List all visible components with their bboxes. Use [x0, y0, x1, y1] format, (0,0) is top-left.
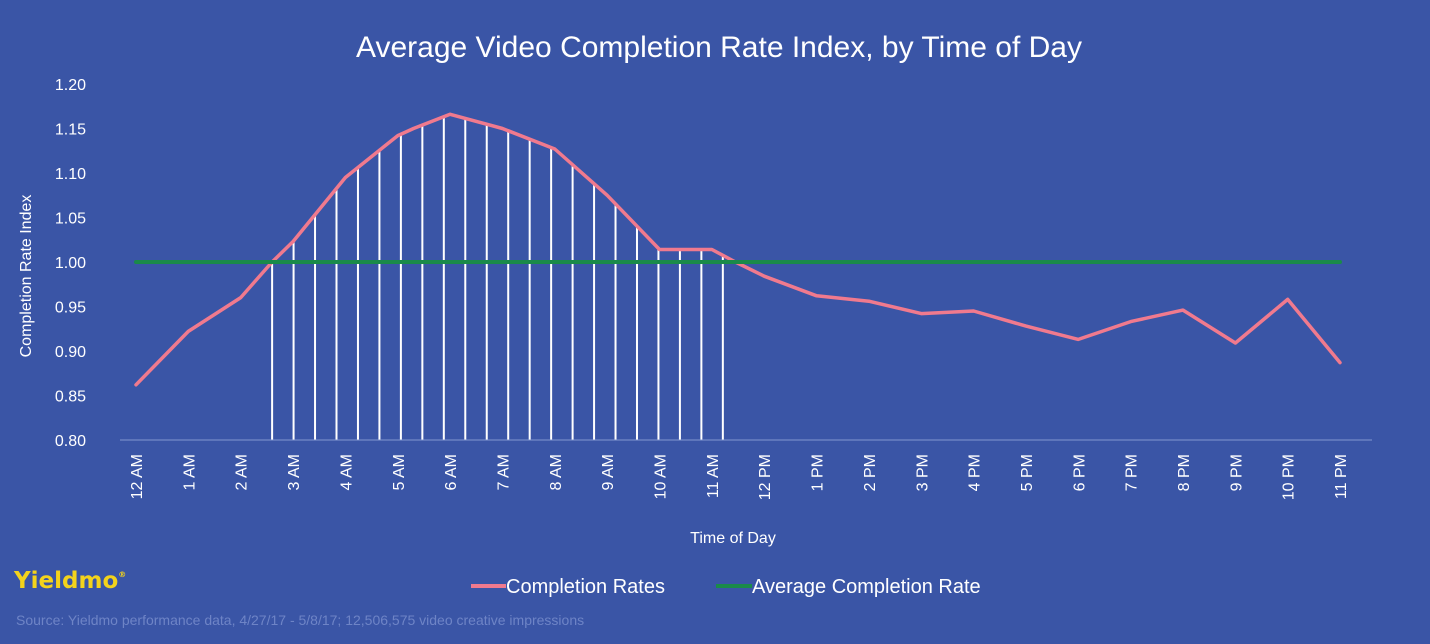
x-tick-label: 2 PM: [862, 454, 879, 491]
x-tick-label: 3 AM: [286, 454, 303, 490]
x-tick-label: 7 AM: [495, 454, 512, 490]
source-note: Source: Yieldmo performance data, 4/27/1…: [16, 612, 585, 628]
x-tick-label: 10 PM: [1281, 454, 1298, 500]
x-tick-label: 7 PM: [1124, 454, 1141, 491]
y-tick-label: 1.20: [55, 77, 86, 94]
x-axis-title: Time of Day: [690, 530, 776, 547]
x-tick-label: 10 AM: [653, 454, 670, 499]
y-axis-title: Completion Rate Index: [18, 195, 35, 358]
x-tick-label: 4 AM: [338, 454, 355, 490]
y-tick-label: 0.85: [55, 389, 86, 406]
chart-title: Average Video Completion Rate Index, by …: [356, 31, 1082, 64]
y-tick-label: 1.10: [55, 166, 86, 183]
brand-registered-mark: ®: [118, 570, 127, 579]
x-tick-label: 1 PM: [810, 454, 827, 491]
y-tick-label: 1.15: [55, 122, 86, 139]
legend-label-average-rate: Average Completion Rate: [752, 576, 981, 598]
x-tick-label: 6 PM: [1071, 454, 1088, 491]
x-tick-label: 3 PM: [914, 454, 931, 491]
highlight-hatch: [271, 116, 724, 440]
x-tick-label: 9 PM: [1228, 454, 1245, 491]
brand-name: Yieldmo: [14, 568, 119, 594]
y-tick-label: 1.00: [55, 255, 86, 272]
x-tick-label: 8 PM: [1176, 454, 1193, 491]
y-tick-label: 0.95: [55, 300, 86, 317]
axes: 0.80 0.85 0.90 0.95 1.00 1.05 1.10 1.15 1.20 12 A…: [55, 77, 1372, 500]
x-tick-label: 11 AM: [705, 454, 722, 498]
legend: Completion Rates Average Completion Rate: [471, 576, 981, 598]
y-tick-label: 0.80: [55, 433, 86, 450]
x-tick-label: 6 AM: [443, 454, 460, 490]
series-line-completion-rates: [134, 112, 1342, 387]
x-tick-label: 12 PM: [757, 454, 774, 500]
x-tick-label: 1 AM: [181, 454, 198, 490]
x-tick-label: 9 AM: [600, 454, 617, 490]
x-tick-label: 5 PM: [1019, 454, 1036, 491]
x-tick-label: 4 PM: [967, 454, 984, 491]
series: [134, 112, 1342, 387]
x-tick-label: 12 AM: [129, 454, 146, 499]
x-tick-label: 2 AM: [234, 454, 251, 490]
legend-label-completion-rates: Completion Rates: [506, 576, 665, 598]
y-tick-label: 1.05: [55, 211, 86, 228]
x-tick-label: 8 AM: [548, 454, 565, 490]
y-tick-label: 0.90: [55, 344, 86, 361]
x-tick-label: 5 AM: [391, 454, 408, 490]
brand-logo: Yieldmo®: [14, 568, 126, 594]
x-tick-label: 11 PM: [1333, 454, 1350, 499]
